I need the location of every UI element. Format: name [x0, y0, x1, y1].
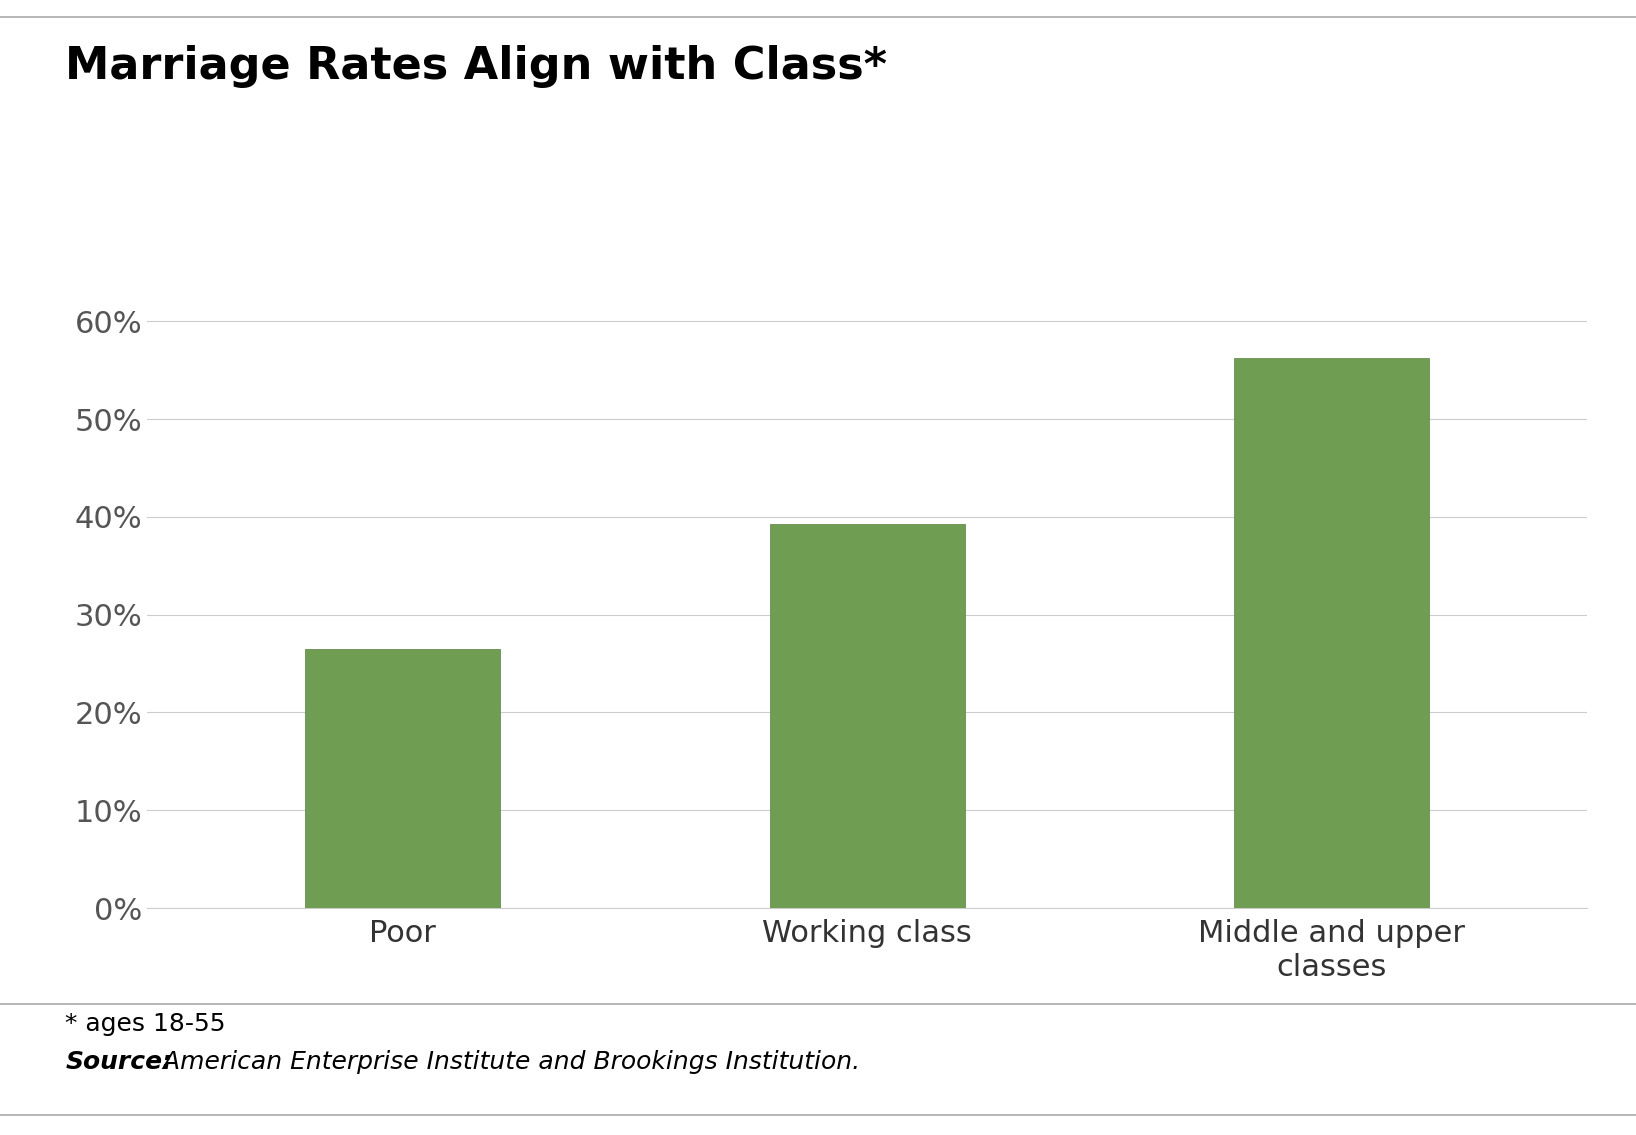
Text: American Enterprise Institute and Brookings Institution.: American Enterprise Institute and Brooki… — [155, 1050, 861, 1074]
Bar — [306, 649, 501, 908]
Bar — [1234, 359, 1428, 908]
Text: * ages 18-55: * ages 18-55 — [65, 1012, 226, 1036]
Text: Marriage Rates Align with Class*: Marriage Rates Align with Class* — [65, 45, 887, 89]
Text: Source:: Source: — [65, 1050, 172, 1074]
Bar — [769, 523, 965, 908]
